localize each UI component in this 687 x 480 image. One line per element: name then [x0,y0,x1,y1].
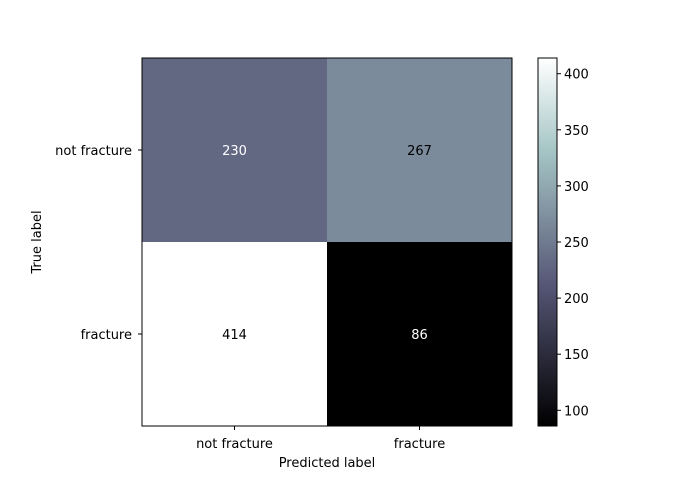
y-tick-label: not fracture [55,144,132,159]
heatmap-cell [327,58,512,242]
x-axis-ticks: not fracture fracture [196,426,445,452]
heatmap-cell [142,242,327,426]
plot-frame [141,57,513,427]
colorbar-tick-label: 150 [564,348,589,363]
cell-value-label: 86 [411,328,428,343]
heatmap-cell [327,242,512,426]
colorbar-tick-label: 400 [564,68,589,83]
x-tick-label: not fracture [196,437,273,452]
x-tick-label: fracture [394,437,445,452]
colorbar-ticks: 100 150 200 250 300 350 400 [557,68,589,419]
colorbar [537,57,558,427]
y-axis-ticks: not fracture fracture [55,144,142,343]
cell-value-labels: 230 267 414 86 [222,144,432,343]
heatmap-cell [142,58,327,242]
colorbar-tick-label: 200 [564,292,589,307]
y-tick-label: fracture [81,328,132,343]
colorbar-tick-label: 300 [564,180,589,195]
cell-value-label: 230 [222,144,247,159]
heatmap-cells [142,58,512,426]
cell-value-label: 414 [222,328,247,343]
colorbar-tick-label: 100 [564,404,589,419]
colorbar-tick-label: 350 [564,124,589,139]
x-axis-label: Predicted label [279,456,376,471]
colorbar-tick-label: 250 [564,236,589,251]
cell-value-label: 267 [407,144,432,159]
y-axis-label: True label [30,210,45,274]
